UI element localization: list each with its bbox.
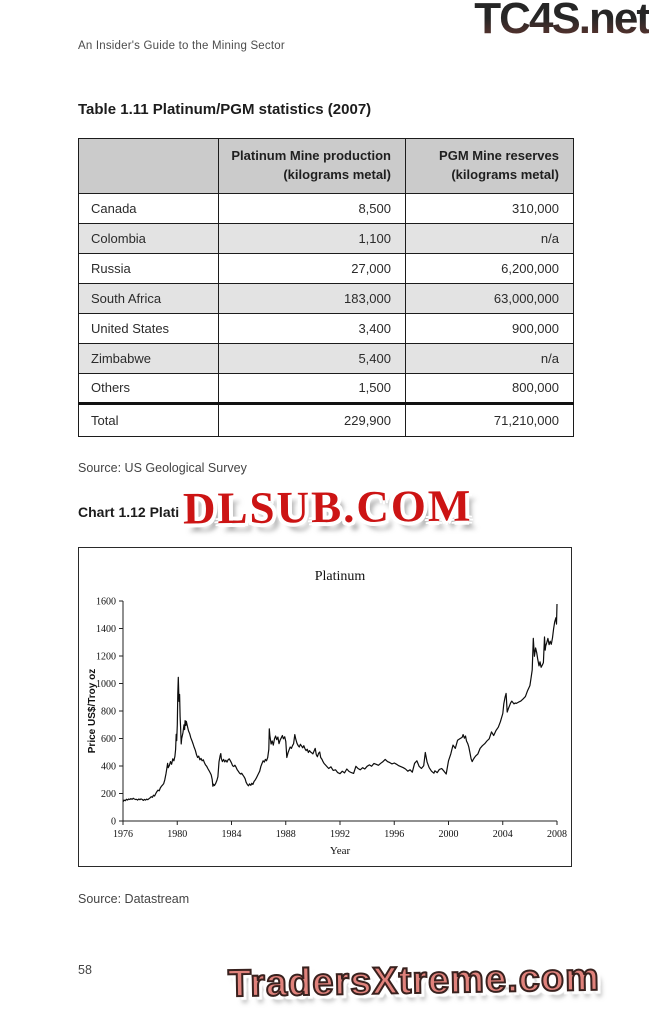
header-cell-country (78, 138, 219, 194)
tc4s-watermark-logo: TC4S.net (474, 0, 651, 44)
x-tick-label: 2004 (493, 829, 513, 840)
total-production-cell: 229,900 (218, 401, 406, 437)
value-cell: 6,200,000 (405, 252, 574, 284)
value-cell: 900,000 (405, 312, 574, 344)
total-label-cell: Total (78, 401, 219, 437)
country-cell: Colombia (78, 222, 219, 254)
country-cell: South Africa (78, 282, 219, 314)
table-row: Canada 8,500 310,000 (78, 192, 574, 224)
value-cell: n/a (405, 222, 574, 254)
header-cell-production: Platinum Mine production (kilograms metal… (218, 138, 406, 194)
x-tick-label: 2000 (439, 829, 459, 840)
table-row: Zimbabwe 5,400 n/a (78, 342, 574, 374)
y-tick-label: 1400 (96, 624, 116, 635)
y-tick-label: 1200 (96, 652, 116, 663)
tradersxtreme-watermark-logo: TradersXtreme.com (227, 956, 602, 1006)
country-cell: Zimbabwe (78, 342, 219, 374)
table-row: South Africa 183,000 63,000,000 (78, 282, 574, 314)
value-cell: 27,000 (218, 252, 406, 284)
total-reserves-cell: 71,210,000 (405, 401, 574, 437)
country-cell: United States (78, 312, 219, 344)
y-axis-label: Price US$/Troy oz (87, 669, 98, 753)
table-body: Canada 8,500 310,000 Colombia 1,100 n/a Russia… (78, 192, 574, 404)
table-row: Colombia 1,100 n/a (78, 222, 574, 254)
table-total-row: Total 229,900 71,210,000 (78, 401, 574, 437)
x-tick-label: 2008 (547, 829, 567, 840)
value-cell: 183,000 (218, 282, 406, 314)
x-tick-label: 1996 (384, 829, 404, 840)
table-source-note: Source: US Geological Survey (78, 461, 247, 475)
header-cell-reserves: PGM Mine reserves (kilograms metal) (405, 138, 574, 194)
running-header: An Insider's Guide to the Mining Sector (78, 40, 285, 52)
country-cell: Russia (78, 252, 219, 284)
value-cell: 63,000,000 (405, 282, 574, 314)
country-cell: Canada (78, 192, 219, 224)
price-line (122, 603, 558, 803)
chart-heading: Chart 1.12 Plati (78, 504, 180, 520)
y-tick-label: 1600 (96, 597, 116, 608)
chart-source-note: Source: Datastream (78, 892, 190, 906)
table-row: Russia 27,000 6,200,000 (78, 252, 574, 284)
chart-svg: Platinum 0 200 400 600 800 1000 1200 1400 1600 197… (87, 569, 567, 857)
y-tick-label: 600 (101, 734, 116, 745)
y-tick-label: 200 (101, 789, 116, 800)
platinum-price-chart: Platinum 0 200 400 600 800 1000 1200 1400 1600 197… (78, 547, 572, 867)
value-cell: 800,000 (405, 372, 574, 404)
y-tick-label: 400 (101, 762, 116, 773)
table-row: Others 1,500 800,000 (78, 372, 574, 404)
pgm-statistics-table: Platinum Mine production (kilograms metal… (78, 138, 574, 437)
y-tick-label: 0 (111, 817, 116, 828)
dlsub-watermark-logo: DLSUB.COM (182, 480, 473, 534)
value-cell: n/a (405, 342, 574, 374)
x-axis-label: Year (330, 845, 351, 857)
x-tick-label: 1988 (276, 829, 296, 840)
x-tick-label: 1980 (167, 829, 187, 840)
chart-title: Platinum (315, 569, 366, 584)
value-cell: 5,400 (218, 342, 406, 374)
table-title: Table 1.11 Platinum/PGM statistics (2007… (78, 101, 372, 118)
x-tick-label: 1984 (222, 829, 242, 840)
value-cell: 3,400 (218, 312, 406, 344)
value-cell: 1,500 (218, 372, 406, 404)
value-cell: 310,000 (405, 192, 574, 224)
y-tick-label: 1000 (96, 679, 116, 690)
value-cell: 1,100 (218, 222, 406, 254)
value-cell: 8,500 (218, 192, 406, 224)
y-tick-label: 800 (101, 707, 116, 718)
country-cell: Others (78, 372, 219, 404)
table-header: Platinum Mine production (kilograms metal… (78, 138, 574, 194)
page-number: 58 (78, 963, 92, 977)
table-row: United States 3,400 900,000 (78, 312, 574, 344)
x-tick-label: 1976 (113, 829, 133, 840)
x-tick-label: 1992 (330, 829, 350, 840)
